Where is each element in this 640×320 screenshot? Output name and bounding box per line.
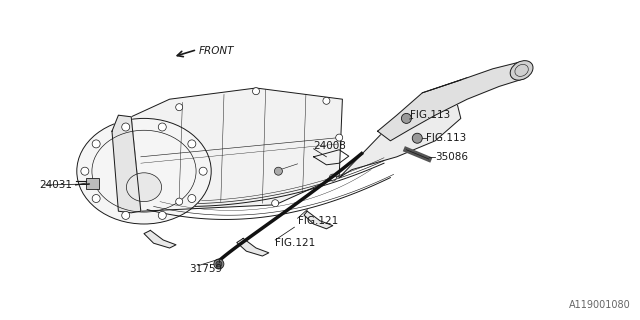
- Circle shape: [122, 123, 130, 131]
- Ellipse shape: [77, 118, 211, 224]
- Circle shape: [92, 140, 100, 148]
- Circle shape: [330, 174, 336, 181]
- Circle shape: [176, 104, 182, 111]
- Text: 24008: 24008: [314, 140, 346, 151]
- Circle shape: [176, 198, 182, 205]
- Polygon shape: [237, 238, 269, 256]
- Polygon shape: [131, 88, 342, 211]
- Text: A119001080: A119001080: [569, 300, 630, 310]
- Polygon shape: [304, 211, 333, 229]
- Text: 35086: 35086: [435, 152, 468, 162]
- Circle shape: [188, 140, 196, 148]
- Circle shape: [122, 212, 130, 220]
- Circle shape: [216, 261, 222, 267]
- Circle shape: [336, 134, 342, 141]
- Circle shape: [81, 167, 89, 175]
- Circle shape: [323, 97, 330, 104]
- Circle shape: [412, 133, 422, 143]
- Circle shape: [158, 212, 166, 220]
- Text: FRONT: FRONT: [198, 46, 234, 56]
- Text: FIG.113: FIG.113: [410, 110, 450, 120]
- Ellipse shape: [127, 173, 161, 202]
- Circle shape: [158, 123, 166, 131]
- Circle shape: [214, 259, 224, 269]
- Circle shape: [272, 200, 278, 207]
- Circle shape: [188, 195, 196, 203]
- Text: FIG.113: FIG.113: [426, 132, 466, 143]
- Polygon shape: [378, 62, 525, 141]
- Text: FIG.121: FIG.121: [275, 238, 316, 248]
- Circle shape: [253, 88, 259, 95]
- Polygon shape: [339, 93, 461, 178]
- Circle shape: [199, 167, 207, 175]
- Text: FIG.121: FIG.121: [298, 216, 338, 226]
- Text: 24031: 24031: [40, 180, 73, 190]
- Polygon shape: [144, 230, 176, 248]
- FancyBboxPatch shape: [86, 178, 99, 189]
- Circle shape: [92, 195, 100, 203]
- Polygon shape: [112, 115, 141, 213]
- Circle shape: [401, 113, 412, 124]
- Circle shape: [275, 167, 282, 175]
- Ellipse shape: [510, 61, 533, 80]
- Text: 31759: 31759: [189, 264, 222, 274]
